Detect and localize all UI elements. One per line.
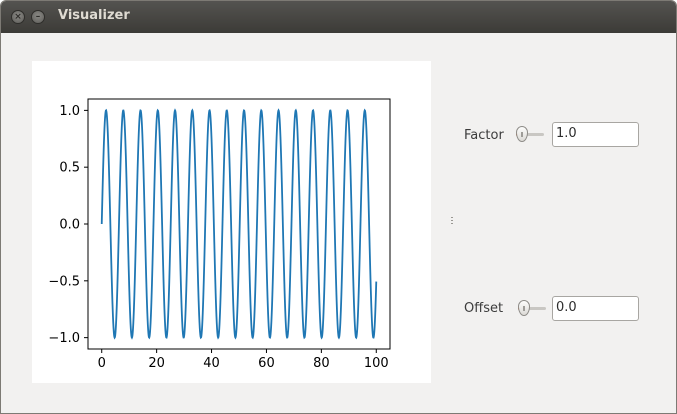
factor-slider-handle[interactable] [516,126,529,142]
factor-input[interactable]: 1.0 [552,122,639,147]
x-tick-label: 100 [364,356,389,371]
close-window-icon[interactable]: × [11,10,25,24]
title-bar[interactable]: × – Visualizer [1,1,676,33]
minimize-window-icon[interactable]: – [31,10,45,24]
series-line [100,108,378,340]
factor-slider[interactable] [516,125,544,143]
offset-input[interactable]: 0.0 [552,296,639,321]
y-tick-label: 0.5 [59,161,80,176]
x-tick-label: 80 [313,356,330,371]
window-title: Visualizer [58,8,130,23]
y-tick-label: −0.5 [48,274,80,289]
x-tick-label: 0 [98,356,106,371]
x-tick-label: 20 [148,356,165,371]
offset-slider[interactable] [518,299,546,317]
plot-canvas[interactable]: 0 20 40 60 80 100 −1.0 −0.5 0.0 0.5 1.0 [32,61,431,383]
y-tick-label: 1.0 [59,104,80,119]
y-tick-label: −1.0 [48,331,80,346]
offset-slider-handle[interactable] [518,300,530,316]
splitter-handle[interactable] [450,217,454,227]
x-tick-label: 60 [258,356,275,371]
factor-label: Factor [464,128,504,143]
offset-label: Offset [464,301,504,316]
sine-plot: 0 20 40 60 80 100 −1.0 −0.5 0.0 0.5 1.0 [48,98,391,371]
y-tick-label: 0.0 [59,218,80,233]
x-tick-label: 40 [203,356,220,371]
